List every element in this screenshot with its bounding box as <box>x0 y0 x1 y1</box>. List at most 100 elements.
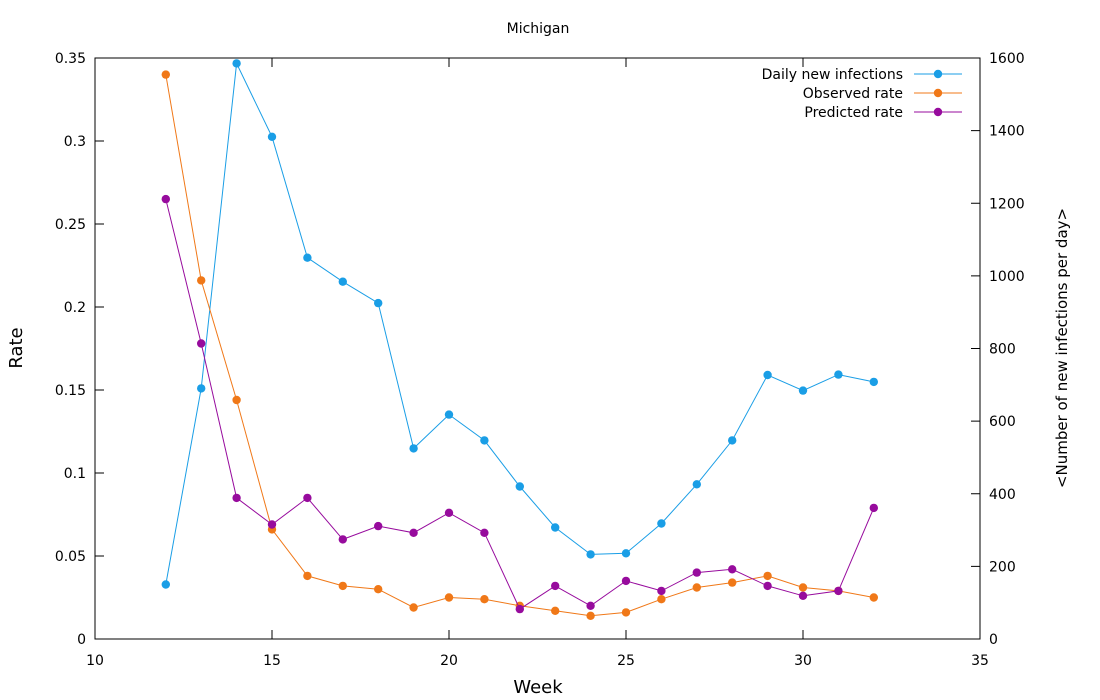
data-point <box>551 606 560 615</box>
y-tick-label: 0 <box>77 632 86 648</box>
series-line <box>165 198 875 610</box>
data-point <box>161 194 170 204</box>
data-point <box>728 436 737 445</box>
y-tick-label: 0.25 <box>55 217 86 233</box>
data-point <box>515 604 524 614</box>
data-point <box>374 521 383 531</box>
data-point <box>338 535 347 544</box>
y-tick-label: 0.05 <box>55 549 86 565</box>
legend-marker <box>933 69 943 79</box>
series-line <box>165 74 874 617</box>
data-point <box>267 132 277 141</box>
axes: 10 15 20 25 30 3500.050.10.150.20.250.30.3502… <box>55 51 1025 669</box>
x-tick-label: 35 <box>971 653 989 669</box>
y2-tick-label: 800 <box>989 342 1016 358</box>
data-point <box>869 593 878 602</box>
chart-title: Michigan <box>507 21 570 37</box>
series-layer <box>161 59 878 620</box>
data-point <box>692 583 701 592</box>
y2-tick-label: 200 <box>989 559 1016 575</box>
series-daily-new-infections <box>161 59 878 589</box>
series-observed-rate <box>161 70 878 620</box>
data-point <box>586 550 595 559</box>
data-point <box>728 565 737 574</box>
legend-marker <box>933 88 943 98</box>
data-point <box>161 70 170 79</box>
data-point <box>303 571 312 581</box>
data-point <box>621 576 631 586</box>
data-point <box>551 581 560 591</box>
legend-label: Observed rate <box>803 86 903 102</box>
data-point <box>267 520 277 529</box>
data-point <box>374 298 383 308</box>
x-tick-label: 20 <box>440 653 458 669</box>
data-point <box>480 595 489 604</box>
data-point <box>657 519 666 528</box>
data-point <box>338 581 347 591</box>
data-point <box>232 59 241 68</box>
data-point <box>798 583 808 592</box>
y2-tick-label: 1000 <box>989 269 1025 285</box>
data-point <box>409 444 418 453</box>
y-tick-label: 0.35 <box>55 51 86 67</box>
data-point <box>409 528 418 537</box>
data-point <box>551 523 560 532</box>
data-point <box>869 503 878 513</box>
x-axis-label: Week <box>513 677 563 698</box>
data-point <box>197 276 206 285</box>
data-point <box>409 603 418 612</box>
x-tick-label: 15 <box>263 653 281 669</box>
data-point <box>303 253 312 262</box>
data-point <box>763 571 772 581</box>
data-point <box>834 370 843 379</box>
y-tick-label: 0.1 <box>64 466 86 482</box>
data-point <box>621 608 631 617</box>
data-point <box>338 277 347 286</box>
data-point <box>728 578 737 587</box>
data-point <box>303 493 312 503</box>
series-predicted-rate <box>161 194 878 614</box>
y-axis-label: Rate <box>6 327 27 368</box>
x-tick-label: 10 <box>86 653 104 669</box>
data-point <box>657 595 666 604</box>
y2-axis-label: <Number of new infections per day> <box>1053 208 1071 488</box>
data-point <box>834 586 843 596</box>
y2-tick-label: 1400 <box>989 124 1025 140</box>
data-point <box>586 611 595 620</box>
legend-label: Predicted rate <box>804 105 903 121</box>
data-point <box>444 410 454 419</box>
data-point <box>232 395 241 405</box>
data-point <box>621 549 631 558</box>
data-point <box>161 580 170 589</box>
y-tick-label: 0.2 <box>64 300 86 316</box>
data-point <box>197 339 206 348</box>
data-point <box>515 482 524 491</box>
data-point <box>869 377 878 387</box>
data-point <box>692 480 701 489</box>
x-tick-label: 30 <box>794 653 812 669</box>
data-point <box>798 591 808 600</box>
data-point <box>480 528 489 537</box>
legend: Daily new infections Observed rate Predict… <box>762 67 962 121</box>
y2-tick-label: 0 <box>989 632 998 648</box>
y2-tick-label: 400 <box>989 487 1016 503</box>
data-point <box>586 601 595 610</box>
data-point <box>444 508 454 517</box>
data-point <box>763 370 772 380</box>
data-point <box>798 386 808 395</box>
data-point <box>657 586 666 596</box>
data-point <box>692 568 701 577</box>
data-point <box>197 384 206 393</box>
data-point <box>480 436 489 445</box>
data-point <box>374 585 383 594</box>
data-point <box>232 493 241 503</box>
legend-marker <box>933 107 943 117</box>
y-tick-label: 0.3 <box>64 134 86 150</box>
data-point <box>763 581 772 591</box>
legend-label: Daily new infections <box>762 67 903 83</box>
y2-tick-label: 1200 <box>989 196 1025 212</box>
data-point <box>444 593 454 602</box>
x-tick-label: 25 <box>617 653 635 669</box>
y2-tick-label: 1600 <box>989 51 1025 67</box>
